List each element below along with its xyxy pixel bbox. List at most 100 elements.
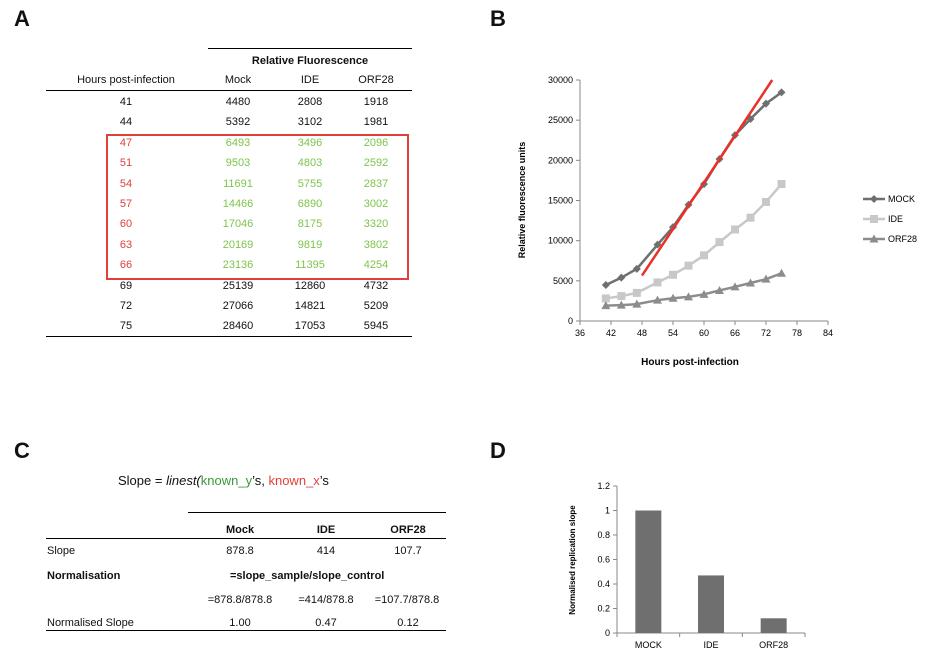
panel-label-d: D: [490, 438, 506, 463]
formula-func: linest(: [166, 473, 201, 488]
normalised-orf28: 0.12: [397, 617, 419, 629]
data-point-mock: [777, 88, 786, 97]
data-point-orf28: [684, 292, 693, 301]
calc-mock: =878.8/878.8: [207, 594, 273, 606]
line-chart-series: [601, 79, 786, 310]
series-line-orf28: [605, 272, 782, 307]
highlight-box: [106, 134, 409, 280]
bar-category-label: IDE: [703, 640, 718, 650]
x-tick-label: 48: [637, 328, 647, 338]
x-tick-label: 66: [730, 328, 740, 338]
calc-ide: =414/878.8: [298, 594, 354, 606]
data-point-ide: [700, 251, 708, 260]
bar-y-tick-label: 0.4: [597, 579, 610, 589]
table-cell-value: 14466: [222, 198, 254, 210]
table-cell-hours: 72: [119, 300, 133, 312]
table-cell-hours: 66: [119, 259, 133, 272]
table-cell-value: 5945: [363, 320, 389, 333]
line-chart-legend: MOCK IDE ORF28: [863, 194, 917, 244]
col-header-ide: IDE: [300, 74, 320, 86]
table-cell-value: 2096: [363, 136, 389, 149]
table-cell-value: 3802: [363, 238, 389, 251]
x-tick-label: 54: [668, 328, 678, 338]
bar-ide: [698, 575, 724, 633]
table-cell-value: 4480: [225, 96, 251, 108]
bar-chart-bars: [635, 510, 787, 633]
table-cell-hours: 75: [119, 320, 133, 333]
trendline: [640, 79, 774, 277]
data-point-mock: [653, 240, 662, 249]
data-point-orf28: [761, 274, 771, 283]
slope-mock: 878.8: [226, 545, 254, 557]
panel-label-c: C: [14, 438, 30, 463]
col-header-orf28: ORF28: [358, 74, 394, 86]
line-chart-axes: 0 5000 10000 15000 20000 25000 30000 36 42 48 54 60…: [548, 75, 833, 338]
data-point-orf28: [653, 295, 662, 304]
table-cell-value: 2592: [363, 157, 389, 170]
data-point-mock: [617, 273, 626, 282]
normalised-ide: 0.47: [315, 617, 337, 629]
table-cell-value: 5755: [297, 177, 323, 190]
table-cell-value: 9503: [225, 157, 251, 170]
data-point-mock: [632, 264, 641, 273]
data-point-orf28: [746, 278, 755, 287]
data-point-ide: [715, 238, 724, 247]
series-line-mock: [605, 91, 783, 287]
panel-label-a: A: [14, 6, 30, 31]
table-cell-value: 28460: [222, 320, 254, 333]
table-cell-value: 23136: [222, 259, 254, 272]
x-tick-label: 42: [606, 328, 616, 338]
formula-xs-suffix: ’s: [319, 473, 329, 488]
calc-orf28: =107.7/878.8: [374, 594, 440, 606]
bar-mock: [635, 510, 662, 633]
bar-y-axis-label: Normalised replication slope: [568, 505, 577, 615]
table-cell-value: 6493: [225, 136, 251, 149]
x-tick-label: 84: [823, 328, 833, 338]
relative-fluorescence-header: Relative Fluorescence: [208, 48, 412, 67]
table-cell-hours: 47: [119, 136, 133, 149]
data-point-orf28: [668, 293, 678, 302]
y-tick-label: 10000: [548, 236, 573, 246]
table-cell-value: 6890: [297, 198, 323, 210]
bar-orf28: [760, 618, 787, 633]
slope-orf28: 107.7: [394, 545, 422, 557]
table-cell-value: 12860: [294, 279, 326, 292]
bar-y-tick-label: 0.6: [597, 555, 610, 565]
table-cell-value: 17053: [294, 320, 326, 333]
table-cell-hours: 69: [119, 279, 133, 292]
table-cell-value: 5209: [363, 300, 389, 312]
formula-known-x: known_x: [268, 473, 320, 488]
table-cell-value: 4254: [363, 259, 389, 272]
normalised-mock: 1.00: [229, 617, 251, 629]
bar-category-label: ORF28: [759, 640, 788, 650]
table-cell-value: 8175: [297, 218, 323, 231]
data-point-ide: [653, 278, 662, 287]
legend-label-ide: IDE: [888, 214, 903, 224]
data-point-mock: [762, 99, 770, 108]
bar-chart: 0 0.2 0.4 0.6 0.8 1 1.2 MOCK IDE ORF28 Normalised…: [568, 481, 806, 650]
data-point-orf28: [601, 301, 611, 310]
data-point-ide: [669, 270, 677, 279]
table-cell-hours: 57: [119, 198, 133, 210]
table-cell-value: 20169: [222, 238, 254, 251]
bar-y-tick-label: 0.8: [597, 530, 610, 540]
table-cell-value: 5392: [225, 116, 251, 129]
formula-ys-suffix: ’s,: [252, 473, 269, 488]
line-chart: 0 5000 10000 15000 20000 25000 30000 36 42 48 54 60…: [517, 75, 917, 368]
c-col-orf28: ORF28: [390, 524, 426, 536]
y-tick-label: 15000: [548, 196, 573, 206]
data-point-orf28: [616, 300, 626, 309]
bar-category-label: MOCK: [635, 640, 662, 650]
data-point-orf28: [699, 289, 709, 298]
col-header-mock: Mock: [224, 74, 252, 86]
table-cell-hours: 44: [119, 116, 133, 129]
table-cell-value: 1918: [363, 96, 389, 108]
x-tick-label: 78: [792, 328, 802, 338]
data-point-orf28: [715, 285, 724, 294]
table-cell-value: 17046: [222, 218, 254, 231]
y-tick-label: 30000: [548, 75, 573, 85]
panel-label-b: B: [490, 6, 506, 31]
bar-y-tick-label: 0: [605, 628, 610, 638]
table-cell-value: 11691: [223, 177, 253, 190]
table-header-rule: [46, 90, 412, 91]
